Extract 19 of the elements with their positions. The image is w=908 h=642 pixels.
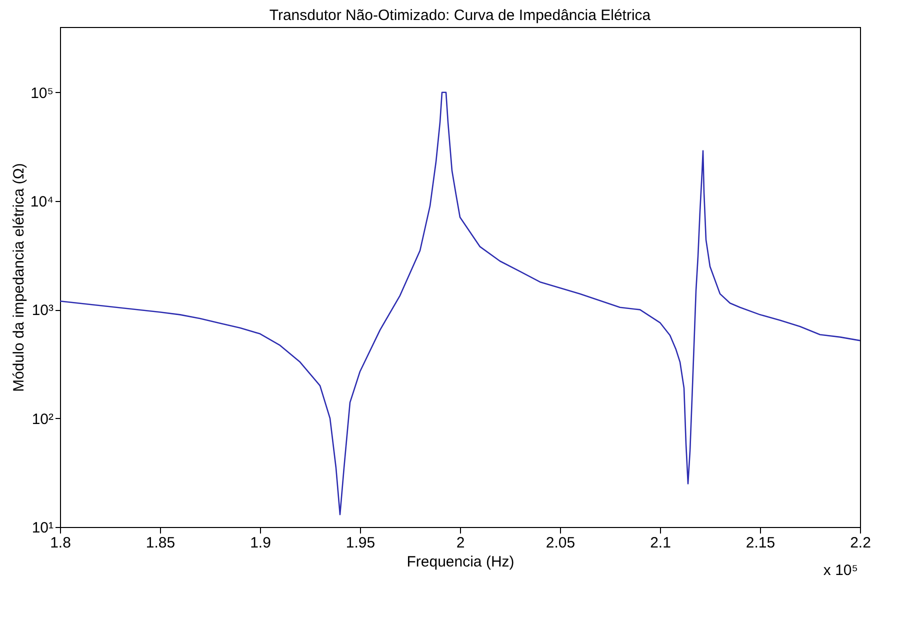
x-tick-label: 1.8 — [50, 534, 71, 552]
x-tick-label: 2.05 — [546, 534, 576, 552]
x-tick-label: 2 — [456, 534, 465, 552]
line-series — [59, 92, 861, 516]
y-axis-title: Módulo da impedancia elétrica (Ω) — [10, 163, 28, 392]
x-tick-label: 2.15 — [746, 534, 776, 552]
text: x 10⁵ — [823, 562, 858, 579]
y-tick-label: 10¹ — [32, 520, 54, 536]
y-tick-label: 10² — [32, 410, 54, 428]
chart-title: Transdutor Não-Otimizado: Curva de Impedância Elétrica — [269, 7, 652, 24]
x-tick-label: 1.95 — [346, 534, 376, 552]
x-tick-label: 1.85 — [146, 534, 176, 552]
x-tick-label: 2.1 — [650, 534, 671, 552]
y-tick-label: 10⁴ — [30, 194, 54, 211]
x-tick-label: 1.9 — [250, 534, 271, 552]
y-tick-label: 10⁵ — [30, 84, 54, 102]
x-axis-title: Frequencia (Hz) — [406, 554, 514, 570]
y-tick-label: 10³ — [32, 302, 54, 320]
x-tick-label: 2.2 — [850, 534, 871, 552]
